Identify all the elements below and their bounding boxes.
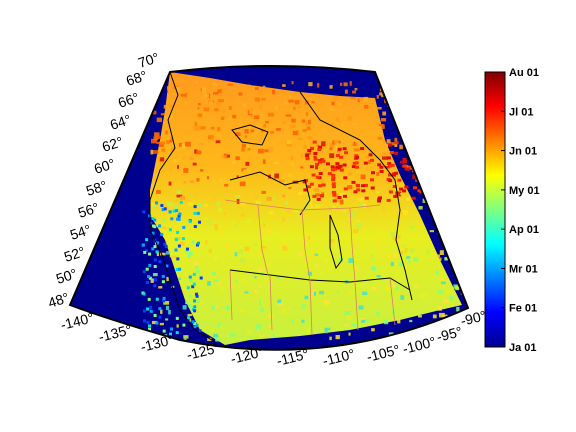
great-bear-lake	[231, 124, 269, 146]
latitude-labels: 48°50°52°54°56°58°60°62°64°66°68°70°	[46, 49, 161, 311]
hudson-bay-coast	[299, 91, 413, 301]
colorbar-label: Ja 01	[509, 342, 537, 354]
lon-label--110: -110°	[321, 346, 356, 369]
colorbar-labels: Au 01 Jl 01 Jn 01 My 01 Ap 01 Mr 01 Fe 01 Ja 01	[501, 67, 540, 354]
colorbar-label: Au 01	[509, 67, 539, 79]
lat-label-48: 48°	[46, 289, 71, 311]
us-canada-border	[229, 269, 411, 291]
longitude-labels: -140°-135° -130° -125° -120° -115° -110° -105°…	[59, 307, 488, 369]
lon-label--140: -140°	[59, 309, 95, 333]
lat-label-50: 50°	[54, 265, 79, 287]
lat-label-60: 60°	[92, 155, 117, 177]
map-frame	[68, 65, 470, 351]
lat-label-54: 54°	[68, 221, 93, 243]
province-boundary-3	[301, 209, 311, 281]
lon-label--105: -105°	[365, 341, 401, 365]
lat-label-70: 70°	[136, 49, 161, 71]
lat-label-64: 64°	[108, 111, 133, 133]
lon-label--100: -100°	[401, 333, 437, 357]
colorbar: Au 01 Jl 01 Jn 01 My 01 Ap 01 Mr 01 Fe 01 Ja 01	[484, 67, 540, 354]
lat-label-68: 68°	[124, 67, 149, 89]
state-boundary	[229, 269, 396, 336]
lon-label--90: -90°	[459, 307, 488, 329]
province-boundary-1	[224, 199, 381, 211]
province-boundary-4	[349, 207, 359, 331]
colorbar-label: Mr 01	[509, 263, 538, 275]
colorbar-label: My 01	[509, 185, 540, 197]
colorbar-label: Jl 01	[509, 106, 533, 118]
lon-label--115: -115°	[275, 346, 310, 369]
lat-label-56: 56°	[76, 199, 101, 221]
lake-winnipeg	[329, 214, 343, 270]
lat-label-52: 52°	[62, 243, 87, 265]
coastlines-and-borders	[149, 71, 413, 343]
colorbar-label: Fe 01	[509, 303, 537, 315]
lon-label--135: -135°	[97, 321, 133, 345]
coastline	[149, 71, 216, 343]
lon-label--120: -120°	[229, 343, 265, 367]
lat-label-62: 62°	[100, 133, 125, 155]
colorbar-label: Ap 01	[509, 224, 539, 236]
colorbar-ramp	[484, 71, 506, 348]
colorbar-label: Jn 01	[509, 146, 537, 158]
lat-label-58: 58°	[84, 177, 109, 199]
lon-label--95: -95°	[435, 323, 464, 345]
lon-label--130: -130°	[139, 331, 175, 355]
great-slave-lake	[229, 171, 311, 216]
lat-label-66: 66°	[116, 89, 141, 111]
province-boundary-2	[257, 204, 269, 276]
lon-label--125: -125°	[185, 339, 221, 363]
